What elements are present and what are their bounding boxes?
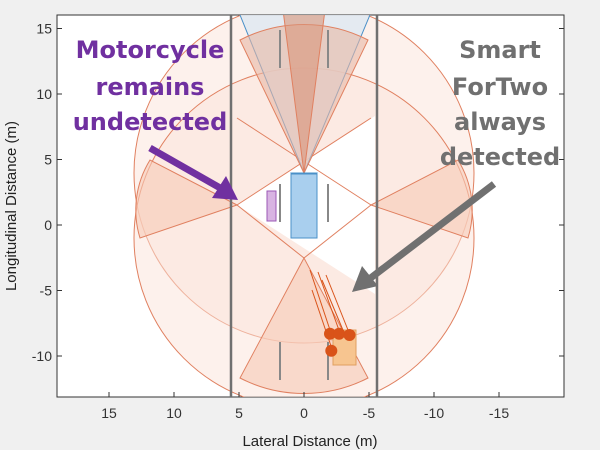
y-tick-label: 5 xyxy=(44,152,52,168)
y-tick-label: 10 xyxy=(36,86,52,102)
y-tick-label: 15 xyxy=(36,21,52,37)
x-tick-label: 15 xyxy=(101,405,117,421)
motorcycle xyxy=(266,190,277,222)
detection-point xyxy=(324,327,336,340)
detection-point xyxy=(333,327,346,340)
coverage-edge xyxy=(236,204,305,259)
detections xyxy=(324,327,356,357)
motorcycle-annotation: Motorcycle remains undetected xyxy=(73,36,228,136)
svg-text:always: always xyxy=(454,108,546,136)
gray-arrow xyxy=(352,181,497,292)
detection-point xyxy=(343,329,356,342)
svg-text:detected: detected xyxy=(440,143,560,171)
x-tick-label: 10 xyxy=(166,405,182,421)
svg-text:remains: remains xyxy=(96,73,205,101)
x-tick-label: 5 xyxy=(235,405,243,421)
svg-text:Motorcycle: Motorcycle xyxy=(76,36,225,64)
svg-text:undetected: undetected xyxy=(73,108,228,136)
coverage-edge xyxy=(303,204,372,259)
detection-point xyxy=(325,344,338,357)
y-tick-label: -10 xyxy=(32,348,52,364)
x-tick-label: 0 xyxy=(300,405,308,421)
x-tick-label: -15 xyxy=(489,405,509,421)
y-axis-label: Longitudinal Distance (m) xyxy=(3,121,20,291)
ego-vehicle xyxy=(290,173,318,239)
svg-text:ForTwo: ForTwo xyxy=(452,73,548,101)
purple-arrow xyxy=(148,144,238,200)
y-tick-label: 0 xyxy=(44,217,52,233)
svg-text:Smart: Smart xyxy=(459,36,541,64)
smart-annotation: Smart ForTwo always detected xyxy=(440,36,560,171)
x-tick-label: -10 xyxy=(424,405,444,421)
radar-sector-narrow xyxy=(283,15,325,174)
y-tick-label: -5 xyxy=(40,283,53,299)
x-axis-label: Lateral Distance (m) xyxy=(242,433,377,450)
x-tick-label: -5 xyxy=(363,405,376,421)
sensor-sector-left xyxy=(135,159,239,239)
